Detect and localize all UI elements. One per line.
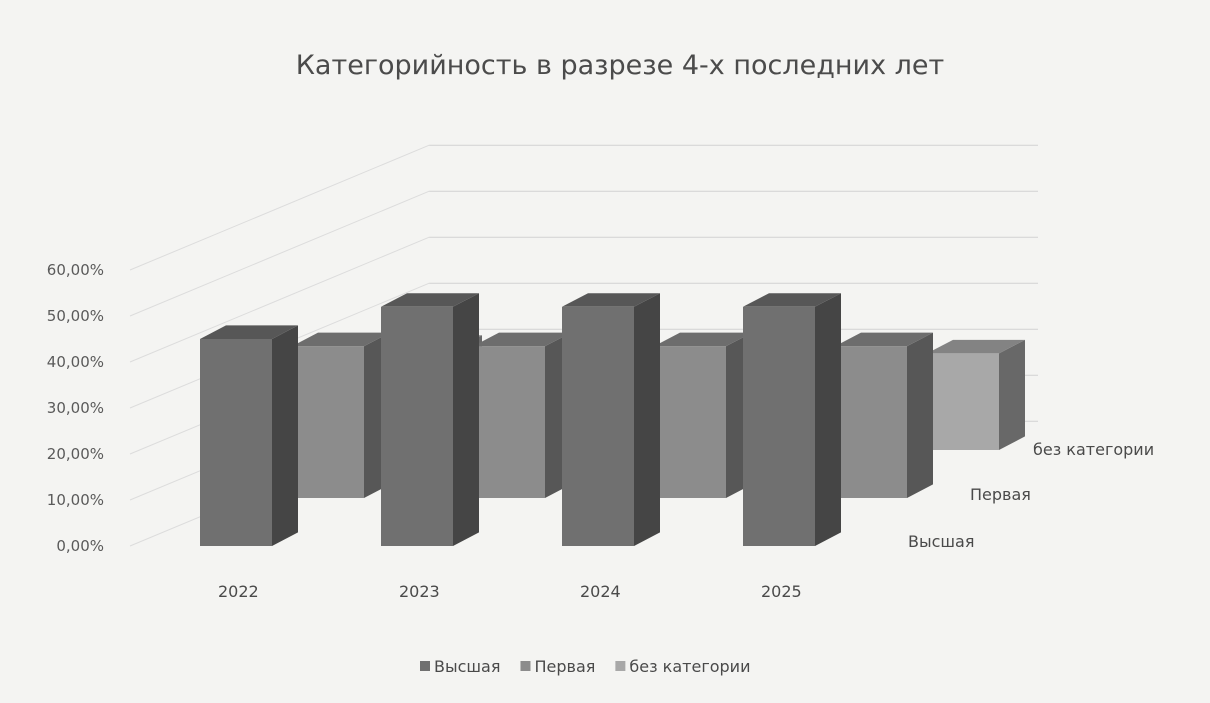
x-axis-categories: 2022 2023 2024 2025 xyxy=(218,582,802,601)
depth-axis-label: без категории xyxy=(1033,440,1154,459)
y-tick-label: 10,00% xyxy=(47,491,104,509)
depth-axis-label: Высшая xyxy=(908,532,974,551)
bar-Первая-2023 xyxy=(473,332,571,498)
bar-Высшая-2024 xyxy=(562,293,660,546)
bar-Первая-2022 xyxy=(292,332,390,498)
x-category-label: 2024 xyxy=(580,582,621,601)
depth-axis-label: Первая xyxy=(970,485,1031,504)
bar-Высшая-2025 xyxy=(743,293,841,546)
x-category-label: 2023 xyxy=(399,582,440,601)
bars xyxy=(200,293,1025,546)
legend: Высшая Первая без категории xyxy=(420,657,750,676)
bar-Высшая-2022 xyxy=(200,325,298,546)
chart-title: Категорийность в разрезе 4-х последних л… xyxy=(296,50,944,81)
gridline-side xyxy=(129,144,430,271)
y-tick-label: 20,00% xyxy=(47,445,104,463)
y-tick-label: 60,00% xyxy=(47,261,104,279)
y-tick-label: 0,00% xyxy=(56,537,104,555)
legend-label: Высшая xyxy=(434,657,500,676)
gridline-side xyxy=(129,190,430,317)
legend-swatch xyxy=(615,661,626,671)
bar-без категории-2025 xyxy=(927,339,1025,450)
legend-label: без категории xyxy=(629,657,750,676)
y-axis-ticks: 0,00% 10,00% 20,00% 30,00% 40,00% 50,00% 60,00… xyxy=(47,261,104,555)
x-category-label: 2022 xyxy=(218,582,259,601)
bar-Первая-2024 xyxy=(654,332,752,498)
legend-swatch xyxy=(420,661,430,671)
bar-Высшая-2023 xyxy=(381,293,479,546)
depth-axis-labels: Высшая Первая без категории xyxy=(908,440,1154,551)
gridline-side xyxy=(129,236,430,363)
legend-swatch xyxy=(520,661,531,671)
y-tick-label: 40,00% xyxy=(47,353,104,371)
legend-label: Первая xyxy=(534,657,595,676)
x-category-label: 2025 xyxy=(761,582,802,601)
y-tick-label: 50,00% xyxy=(47,307,104,325)
y-tick-label: 30,00% xyxy=(47,399,104,417)
bar-Первая-2025 xyxy=(835,332,933,498)
